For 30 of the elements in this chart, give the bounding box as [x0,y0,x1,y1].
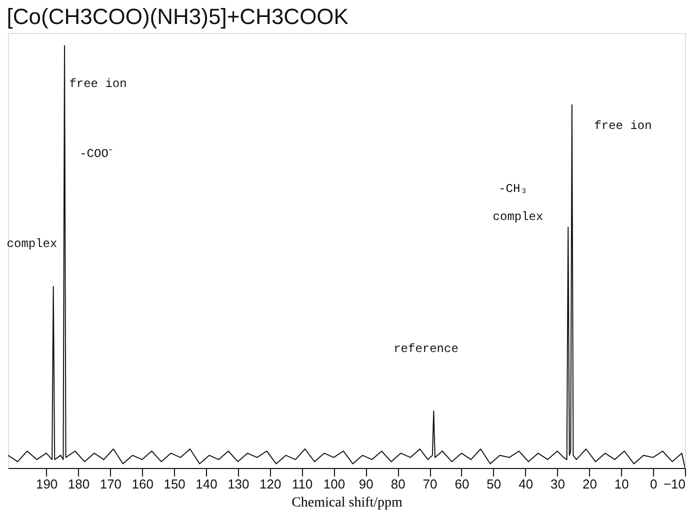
x-tick-label: 0 [650,476,658,492]
x-tick-label: 120 [260,476,282,492]
x-tick-label: 140 [196,476,218,492]
x-tick-label: −10 [663,476,686,492]
x-tick-label: 180 [68,476,90,492]
x-tick-label: 20 [582,476,597,492]
annotation: -CH₃ [498,182,528,196]
x-tick-label: 30 [550,476,565,492]
x-tick-label: 190 [36,476,58,492]
x-tick-label: 10 [614,476,629,492]
x-tick-label: 100 [323,476,346,492]
annotation: complex [492,210,544,224]
x-tick-label: 60 [454,476,470,492]
chart-title: [Co(CH3COO)(NH3)5]+CH3COOK [6,4,349,29]
annotation: reference [394,342,458,356]
x-tick-label: 130 [228,476,250,492]
annotation: free ion [69,77,127,91]
x-tick-label: 150 [164,476,186,492]
x-tick-label: 70 [422,476,438,492]
x-axis-title: Chemical shift/ppm [292,496,403,510]
annotation: complex [6,237,58,251]
annotation: free ion [594,119,652,133]
x-tick-label: 40 [518,476,534,492]
x-tick-label: 80 [390,476,406,492]
x-tick-label: 160 [132,476,154,492]
x-tick-label: 90 [358,476,374,492]
x-tick-label: 170 [100,476,122,492]
x-tick-label: 110 [292,476,313,492]
x-tick-label: 50 [486,476,502,492]
annotation: -COO⁻ [80,147,112,161]
